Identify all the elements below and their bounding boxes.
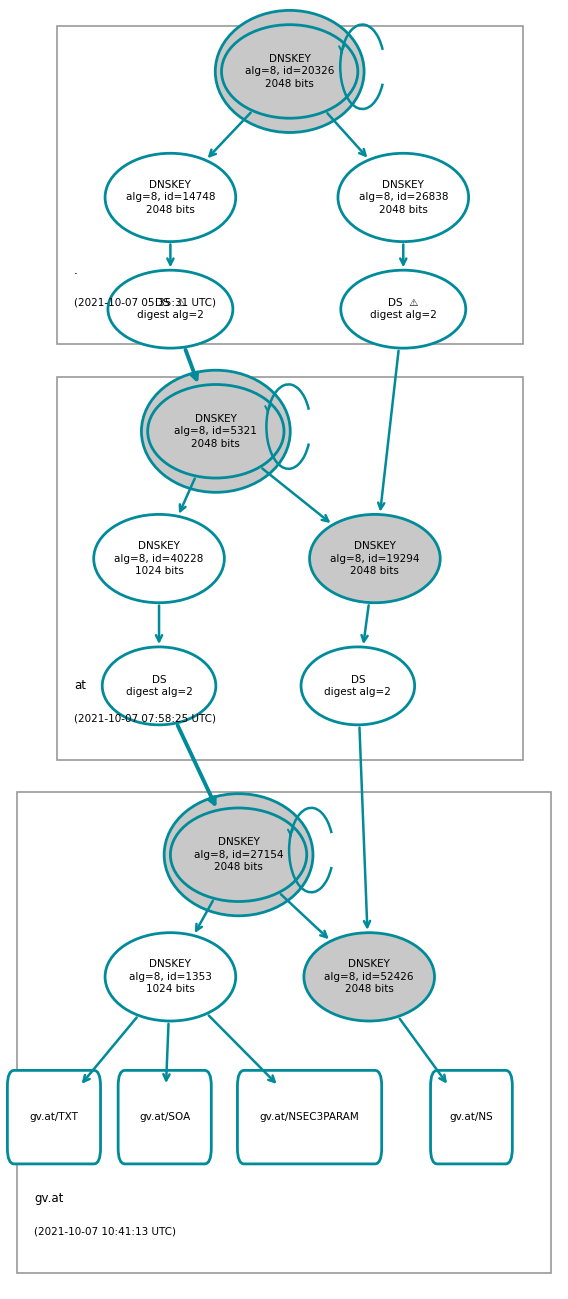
Ellipse shape <box>108 270 233 348</box>
Bar <box>57 377 523 760</box>
FancyBboxPatch shape <box>237 1070 382 1164</box>
Ellipse shape <box>94 514 224 603</box>
Text: DNSKEY
alg=8, id=27154
2048 bits: DNSKEY alg=8, id=27154 2048 bits <box>194 838 283 872</box>
Text: .: . <box>74 264 78 277</box>
Ellipse shape <box>338 153 469 242</box>
Bar <box>57 26 523 344</box>
Text: DNSKEY
alg=8, id=19294
2048 bits: DNSKEY alg=8, id=19294 2048 bits <box>330 542 420 575</box>
Ellipse shape <box>148 385 284 478</box>
Bar <box>17 792 551 1273</box>
Text: at: at <box>74 679 86 692</box>
Text: DS  ⚠
digest alg=2: DS ⚠ digest alg=2 <box>137 297 204 321</box>
Text: DS
digest alg=2: DS digest alg=2 <box>126 674 193 698</box>
Ellipse shape <box>301 647 415 725</box>
Ellipse shape <box>105 153 236 242</box>
Ellipse shape <box>304 933 435 1021</box>
Ellipse shape <box>222 25 358 118</box>
Ellipse shape <box>215 10 364 132</box>
FancyBboxPatch shape <box>7 1070 101 1164</box>
Ellipse shape <box>102 647 216 725</box>
Ellipse shape <box>141 370 290 492</box>
Text: DNSKEY
alg=8, id=1353
1024 bits: DNSKEY alg=8, id=1353 1024 bits <box>129 960 212 994</box>
Ellipse shape <box>105 933 236 1021</box>
Ellipse shape <box>310 514 440 603</box>
Ellipse shape <box>341 270 466 348</box>
Text: DNSKEY
alg=8, id=40228
1024 bits: DNSKEY alg=8, id=40228 1024 bits <box>114 542 204 575</box>
Ellipse shape <box>170 808 307 902</box>
Text: DS
digest alg=2: DS digest alg=2 <box>324 674 391 698</box>
Text: gv.at/NSEC3PARAM: gv.at/NSEC3PARAM <box>260 1112 360 1122</box>
FancyBboxPatch shape <box>431 1070 512 1164</box>
Text: gv.at: gv.at <box>34 1192 64 1205</box>
Text: DNSKEY
alg=8, id=52426
2048 bits: DNSKEY alg=8, id=52426 2048 bits <box>324 960 414 994</box>
Text: DNSKEY
alg=8, id=26838
2048 bits: DNSKEY alg=8, id=26838 2048 bits <box>358 181 448 214</box>
Text: DS  ⚠
digest alg=2: DS ⚠ digest alg=2 <box>370 297 437 321</box>
Text: (2021-10-07 07:58:25 UTC): (2021-10-07 07:58:25 UTC) <box>74 713 216 724</box>
Text: gv.at/TXT: gv.at/TXT <box>30 1112 78 1122</box>
Text: (2021-10-07 10:41:13 UTC): (2021-10-07 10:41:13 UTC) <box>34 1226 176 1237</box>
Text: DNSKEY
alg=8, id=14748
2048 bits: DNSKEY alg=8, id=14748 2048 bits <box>126 181 215 214</box>
Text: gv.at/NS: gv.at/NS <box>449 1112 494 1122</box>
Text: gv.at/SOA: gv.at/SOA <box>139 1112 190 1122</box>
Text: (2021-10-07 05:35:31 UTC): (2021-10-07 05:35:31 UTC) <box>74 297 216 308</box>
Text: DNSKEY
alg=8, id=20326
2048 bits: DNSKEY alg=8, id=20326 2048 bits <box>245 55 335 88</box>
Ellipse shape <box>164 794 313 916</box>
FancyBboxPatch shape <box>118 1070 211 1164</box>
Text: DNSKEY
alg=8, id=5321
2048 bits: DNSKEY alg=8, id=5321 2048 bits <box>174 414 257 448</box>
